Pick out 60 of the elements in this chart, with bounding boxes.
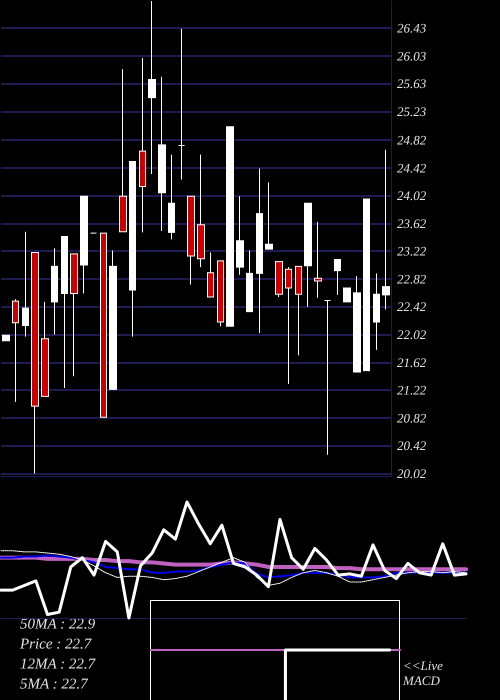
candlestick bbox=[285, 266, 292, 384]
text: 12MA : 22.7 bbox=[20, 656, 97, 672]
candlestick bbox=[363, 198, 370, 372]
candlestick bbox=[382, 149, 390, 310]
candlestick bbox=[119, 68, 127, 232]
candlestick bbox=[295, 266, 302, 356]
candlestick bbox=[304, 202, 312, 308]
y-tick-label: 24.02 bbox=[397, 188, 427, 204]
candlestick bbox=[100, 232, 107, 418]
y-tick-label: 25.63 bbox=[397, 76, 427, 92]
y-tick-label: 20.82 bbox=[397, 410, 427, 426]
candlestick bbox=[334, 258, 341, 296]
candlestick bbox=[51, 248, 58, 336]
candlestick bbox=[2, 334, 10, 342]
candlestick bbox=[314, 221, 322, 298]
candlestick bbox=[197, 154, 205, 268]
candlestick bbox=[31, 252, 39, 474]
y-tick-label: 21.22 bbox=[397, 382, 427, 398]
y-tick-label: 20.02 bbox=[397, 466, 427, 481]
candlestick bbox=[373, 272, 380, 350]
candlestick bbox=[217, 260, 224, 327]
y-tick-label: 20.42 bbox=[397, 438, 427, 454]
candlestick bbox=[256, 168, 263, 334]
candlestick bbox=[353, 276, 361, 373]
candlestick bbox=[246, 250, 253, 312]
candlestick bbox=[148, 0, 156, 175]
y-tick-label: 26.03 bbox=[397, 48, 427, 64]
candlestick bbox=[12, 298, 19, 402]
candlestick bbox=[265, 182, 273, 250]
candlestick bbox=[70, 253, 78, 377]
candlestick bbox=[343, 287, 351, 302]
candlestick bbox=[275, 261, 283, 298]
candlestick bbox=[236, 196, 244, 276]
y-tick-label: 26.43 bbox=[397, 20, 427, 36]
y-tick-label: 22.82 bbox=[397, 271, 427, 286]
candlestick bbox=[61, 236, 68, 389]
candlestick bbox=[80, 196, 88, 294]
y-tick-label: 21.62 bbox=[397, 354, 427, 370]
candlestick bbox=[22, 231, 29, 338]
y-tick-label: 24.42 bbox=[397, 160, 427, 176]
annotation: <<Live MACD bbox=[402, 658, 446, 688]
y-tick-label: 22.02 bbox=[397, 327, 427, 342]
y-tick-label: 24.82 bbox=[397, 132, 427, 148]
candlestick bbox=[129, 161, 136, 338]
y-tick-label: 23.22 bbox=[397, 244, 427, 259]
candlestick bbox=[168, 154, 175, 240]
candlestick bbox=[158, 76, 166, 232]
text: Price : 22.7 bbox=[19, 636, 93, 652]
y-tick-label: 22.42 bbox=[397, 299, 427, 314]
candlestick bbox=[207, 252, 214, 298]
y-tick-label: 23.62 bbox=[397, 216, 427, 231]
candlestick bbox=[41, 301, 49, 397]
candlestick bbox=[187, 196, 195, 285]
candlestick bbox=[109, 250, 117, 390]
candlestick bbox=[324, 300, 331, 456]
candlestick bbox=[226, 126, 234, 327]
candlestick bbox=[178, 28, 185, 180]
text: 5MA : 22.7 bbox=[20, 676, 90, 692]
candlestick bbox=[139, 57, 146, 233]
y-tick-label: 25.23 bbox=[397, 104, 427, 119]
